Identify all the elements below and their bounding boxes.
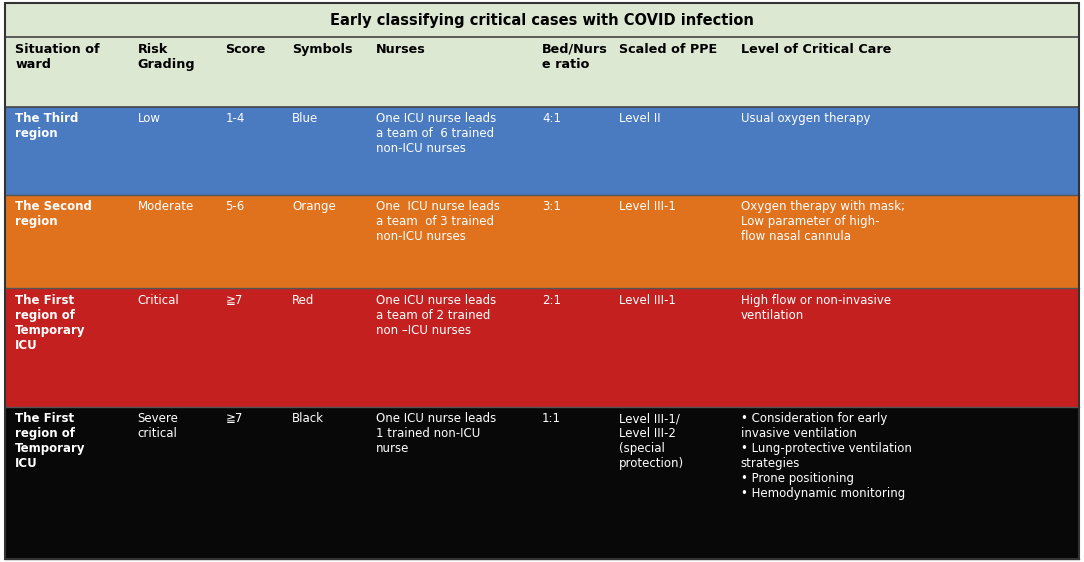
- Text: 1-4: 1-4: [225, 112, 245, 125]
- Text: Moderate: Moderate: [138, 201, 194, 214]
- Bar: [5, 3, 1079, 37]
- Text: Severe
critical: Severe critical: [138, 413, 179, 441]
- Text: Blue: Blue: [292, 112, 319, 125]
- Text: The Second
region: The Second region: [15, 201, 92, 228]
- Text: • Consideration for early
invasive ventilation
• Lung-protective ventilation
str: • Consideration for early invasive venti…: [740, 413, 912, 500]
- Text: Bed/Nurs
e ratio: Bed/Nurs e ratio: [542, 43, 608, 71]
- Text: Oxygen therapy with mask;
Low parameter of high-
flow nasal cannula: Oxygen therapy with mask; Low parameter …: [740, 201, 905, 243]
- Bar: [5, 195, 1079, 288]
- Bar: [5, 37, 1079, 107]
- Text: 1:1: 1:1: [542, 413, 562, 425]
- Text: Level III-1/
Level III-2
(special
protection): Level III-1/ Level III-2 (special protec…: [619, 413, 684, 470]
- Text: 4:1: 4:1: [542, 112, 562, 125]
- Text: Score: Score: [225, 43, 266, 56]
- Text: Black: Black: [292, 413, 324, 425]
- Text: Level II: Level II: [619, 112, 661, 125]
- Text: Critical: Critical: [138, 294, 179, 307]
- Bar: [5, 407, 1079, 559]
- Text: 3:1: 3:1: [542, 201, 562, 214]
- Text: ≧7: ≧7: [225, 413, 243, 425]
- Text: One ICU nurse leads
a team of  6 trained
non-ICU nurses: One ICU nurse leads a team of 6 trained …: [376, 112, 496, 156]
- Text: Risk
Grading: Risk Grading: [138, 43, 195, 71]
- Text: Symbols: Symbols: [292, 43, 352, 56]
- Text: High flow or non-invasive
ventilation: High flow or non-invasive ventilation: [740, 294, 891, 322]
- Text: Low: Low: [138, 112, 160, 125]
- Text: Usual oxygen therapy: Usual oxygen therapy: [740, 112, 870, 125]
- Text: 5-6: 5-6: [225, 201, 245, 214]
- Text: The First
region of
Temporary
ICU: The First region of Temporary ICU: [15, 294, 86, 352]
- Text: Situation of
ward: Situation of ward: [15, 43, 100, 71]
- Bar: [5, 107, 1079, 195]
- Text: One  ICU nurse leads
a team  of 3 trained
non-ICU nurses: One ICU nurse leads a team of 3 trained …: [376, 201, 500, 243]
- Bar: [5, 288, 1079, 407]
- Text: Orange: Orange: [292, 201, 336, 214]
- Text: Red: Red: [292, 294, 314, 307]
- Text: Nurses: Nurses: [376, 43, 426, 56]
- Text: Early classifying critical cases with COVID infection: Early classifying critical cases with CO…: [330, 12, 754, 28]
- Text: The First
region of
Temporary
ICU: The First region of Temporary ICU: [15, 413, 86, 470]
- Text: ≧7: ≧7: [225, 294, 243, 307]
- Text: Level of Critical Care: Level of Critical Care: [740, 43, 891, 56]
- Text: Scaled of PPE: Scaled of PPE: [619, 43, 718, 56]
- Text: 2:1: 2:1: [542, 294, 562, 307]
- Text: One ICU nurse leads
a team of 2 trained
non –ICU nurses: One ICU nurse leads a team of 2 trained …: [376, 294, 496, 337]
- Text: The Third
region: The Third region: [15, 112, 78, 140]
- Text: Level III-1: Level III-1: [619, 294, 676, 307]
- Text: Level III-1: Level III-1: [619, 201, 676, 214]
- Text: One ICU nurse leads
1 trained non-ICU
nurse: One ICU nurse leads 1 trained non-ICU nu…: [376, 413, 496, 455]
